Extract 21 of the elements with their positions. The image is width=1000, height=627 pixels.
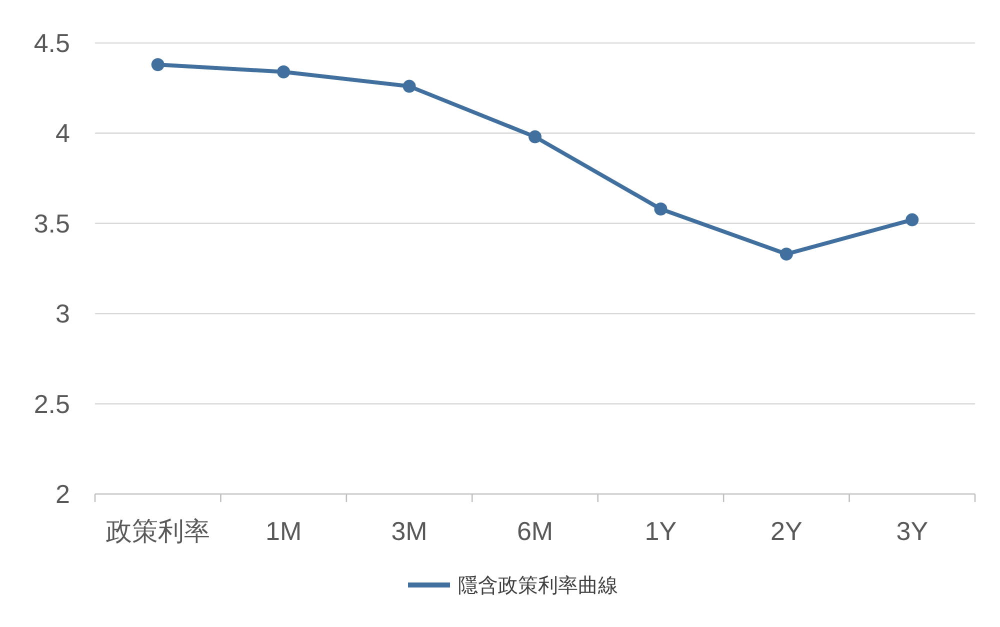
point	[402, 80, 416, 93]
point	[277, 65, 290, 78]
point	[151, 58, 164, 72]
x-tick-label: 6M	[516, 516, 554, 546]
point	[654, 202, 668, 216]
point	[780, 248, 793, 261]
x-tick-label: 政策利率	[106, 516, 210, 546]
y-tick-label: 3	[56, 298, 70, 329]
legend-label: 隱含政策利率曲線	[458, 575, 618, 597]
x-tick-label: 2Y	[770, 516, 802, 546]
x-tick-label: 3Y	[896, 516, 928, 546]
y-tick-label: 4	[56, 118, 70, 148]
y-tick-label: 3.5	[34, 208, 70, 238]
x-tick-label: 3M	[391, 516, 428, 546]
point	[906, 213, 919, 226]
x-tick-label: 1M	[266, 516, 302, 546]
y-tick-label: 2	[56, 479, 70, 509]
y-tick-label: 4.5	[34, 28, 70, 58]
x-tick-label: 1Y	[644, 516, 677, 546]
point	[528, 130, 542, 144]
y-tick-label: 2.5	[34, 388, 70, 419]
